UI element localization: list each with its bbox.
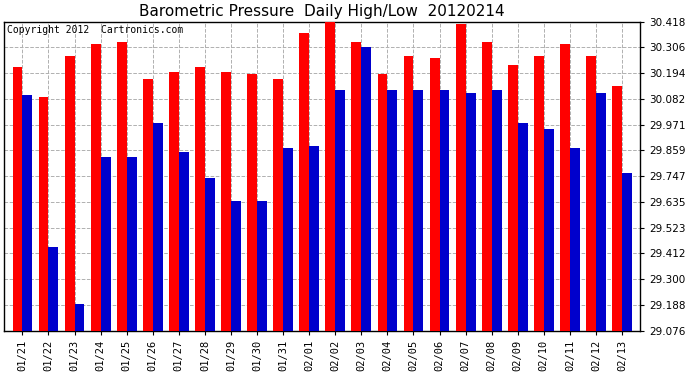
Bar: [362, 46, 371, 330]
Bar: [231, 201, 241, 330]
Bar: [101, 157, 110, 330]
Bar: [351, 42, 362, 330]
Bar: [179, 152, 189, 330]
Bar: [387, 90, 397, 330]
Bar: [257, 201, 267, 330]
Bar: [39, 97, 48, 330]
Bar: [195, 67, 205, 330]
Bar: [466, 93, 475, 330]
Bar: [335, 90, 345, 330]
Bar: [622, 173, 632, 330]
Text: Copyright 2012  Cartronics.com: Copyright 2012 Cartronics.com: [8, 25, 184, 35]
Bar: [534, 56, 544, 330]
Bar: [169, 72, 179, 330]
Bar: [65, 56, 75, 330]
Bar: [299, 33, 309, 330]
Bar: [440, 90, 449, 330]
Bar: [221, 72, 231, 330]
Bar: [326, 21, 335, 330]
Bar: [404, 56, 413, 330]
Bar: [377, 74, 387, 330]
Bar: [455, 24, 466, 330]
Bar: [205, 178, 215, 330]
Bar: [570, 148, 580, 330]
Bar: [508, 65, 518, 330]
Bar: [596, 93, 606, 330]
Bar: [75, 304, 84, 330]
Bar: [12, 67, 22, 330]
Bar: [560, 44, 570, 330]
Bar: [90, 44, 101, 330]
Bar: [152, 123, 163, 330]
Bar: [413, 90, 424, 330]
Bar: [492, 90, 502, 330]
Bar: [482, 42, 492, 330]
Bar: [430, 58, 440, 330]
Bar: [518, 123, 528, 330]
Bar: [612, 86, 622, 330]
Title: Barometric Pressure  Daily High/Low  20120214: Barometric Pressure Daily High/Low 20120…: [139, 4, 505, 19]
Bar: [143, 79, 152, 330]
Bar: [309, 146, 319, 330]
Bar: [22, 95, 32, 330]
Bar: [48, 247, 59, 330]
Bar: [586, 56, 596, 330]
Bar: [127, 157, 137, 330]
Bar: [247, 74, 257, 330]
Bar: [283, 148, 293, 330]
Bar: [117, 42, 127, 330]
Bar: [544, 129, 554, 330]
Bar: [273, 79, 283, 330]
